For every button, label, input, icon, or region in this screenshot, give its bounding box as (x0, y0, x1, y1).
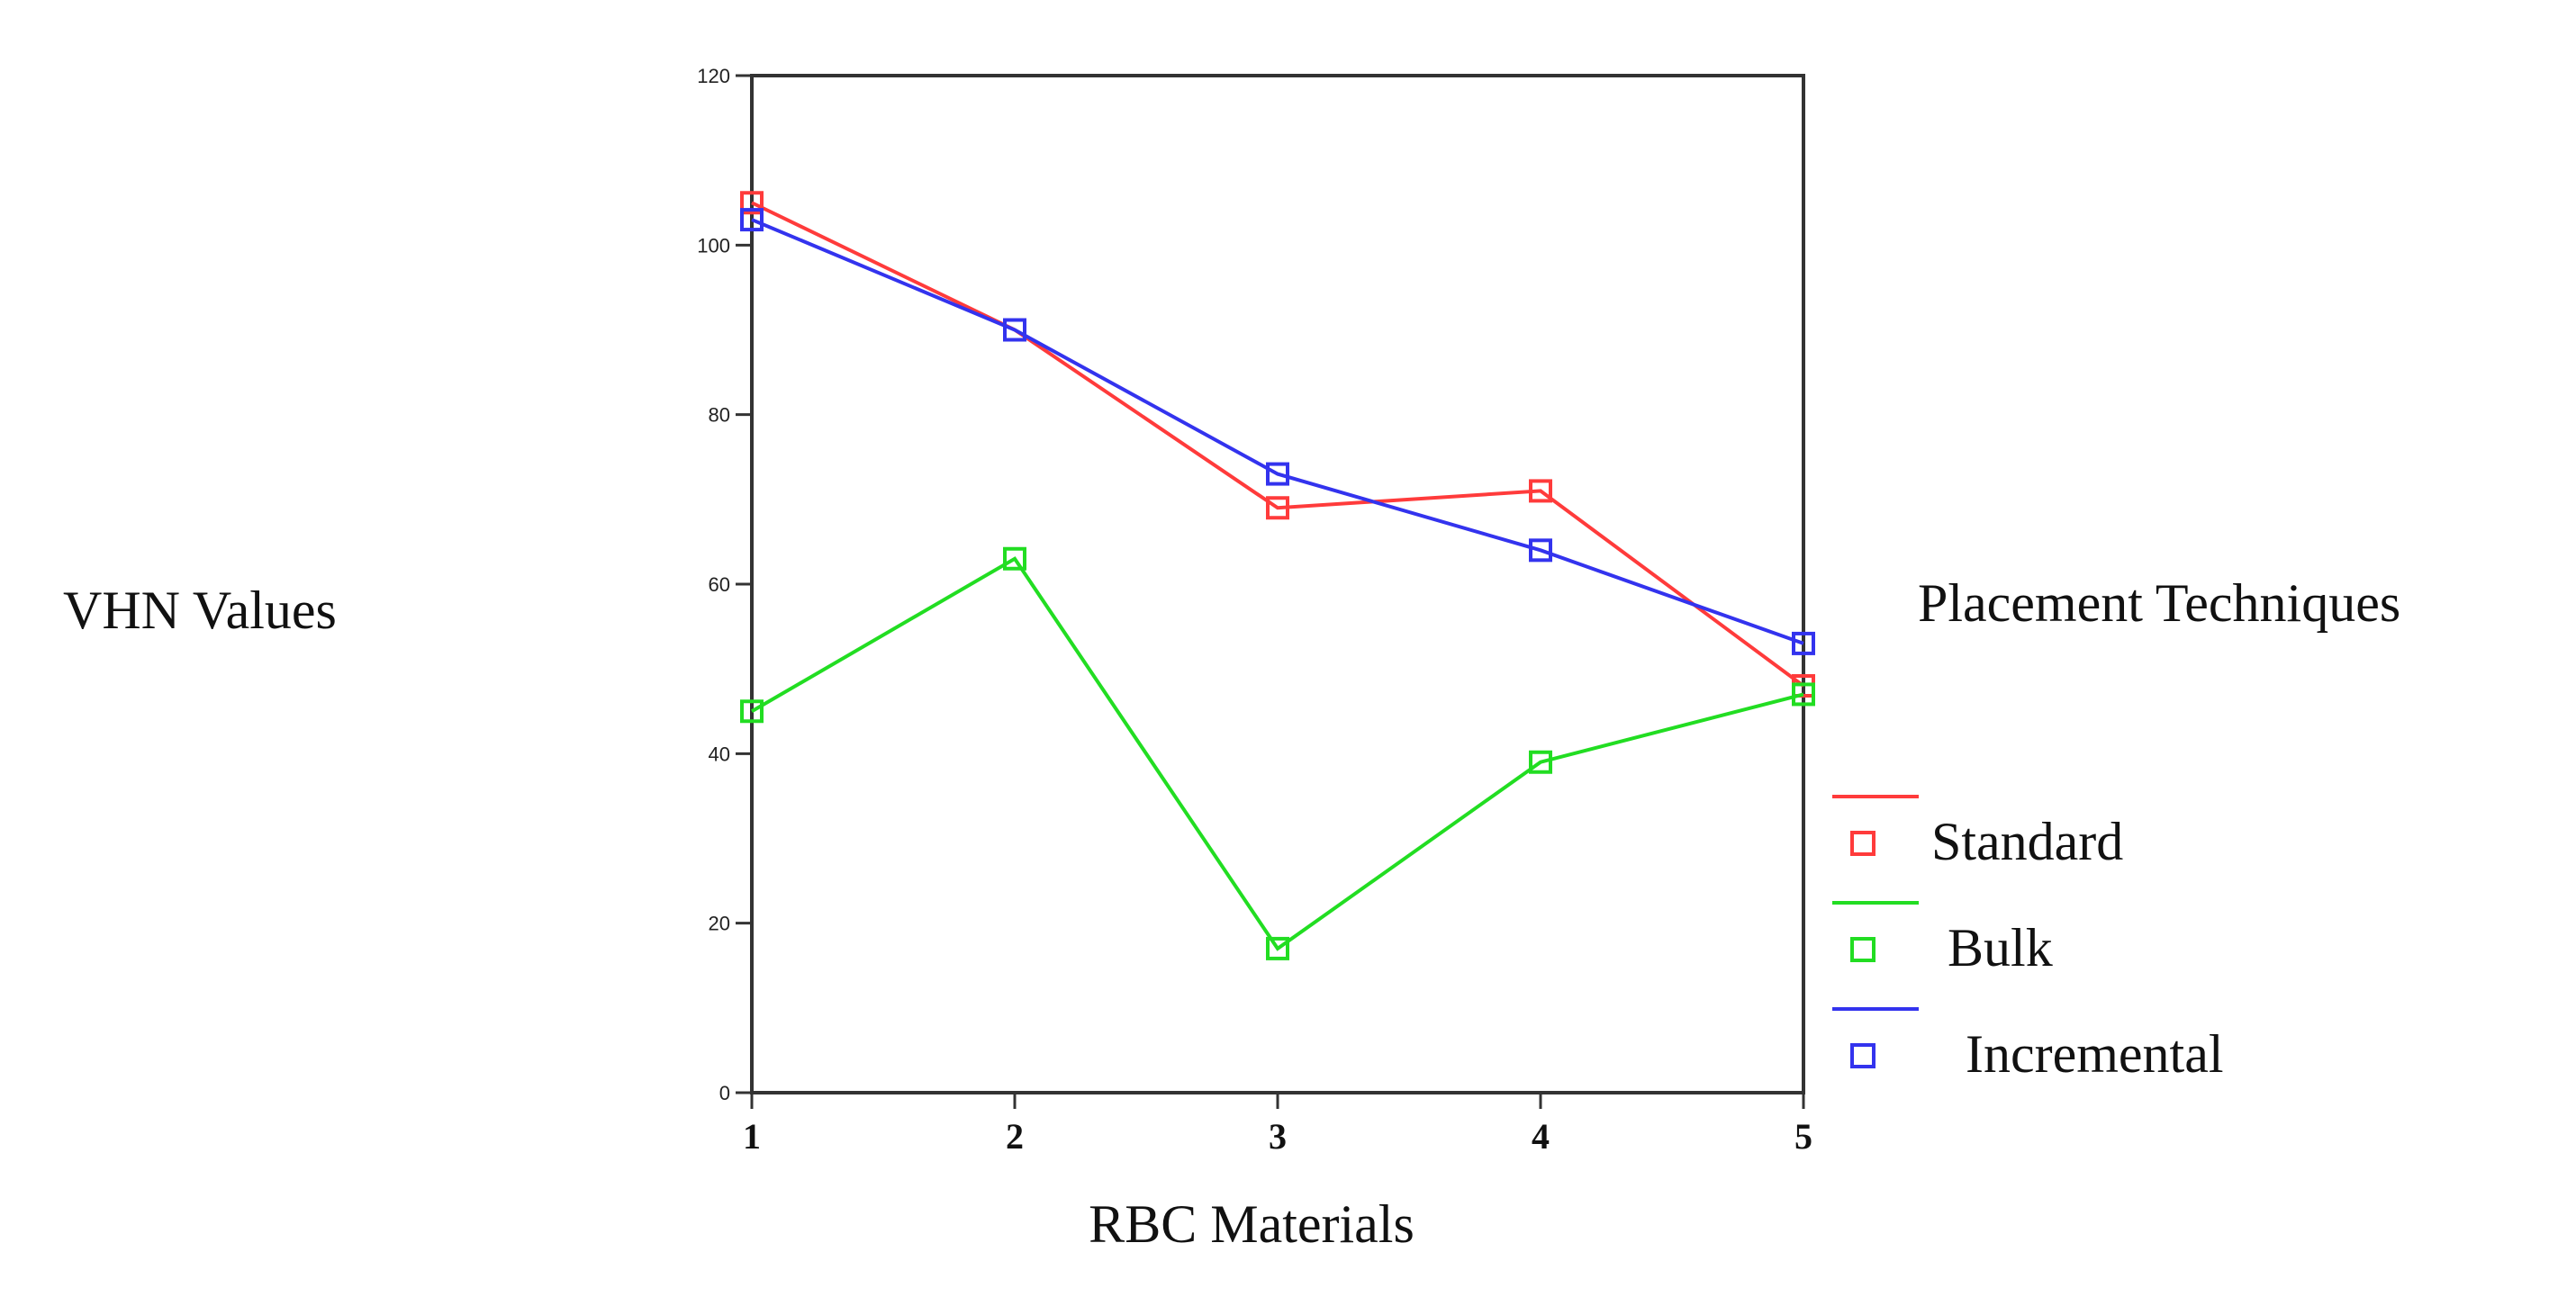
x-axis: 1 2 3 4 5 (743, 1093, 1812, 1157)
data-point-bulk (1792, 682, 1815, 707)
legend: Standard Bulk Incremental (1832, 795, 2224, 1084)
y-tick-label: 0 (719, 1082, 730, 1104)
data-point-standard (1529, 479, 1552, 503)
y-tick-label: 80 (709, 404, 730, 427)
data-point-incremental (1266, 462, 1289, 486)
series-incremental (740, 208, 1815, 655)
y-axis-title: VHN Values (63, 581, 337, 640)
series-line-standard (751, 201, 1805, 688)
series-bulk (740, 546, 1815, 960)
x-tick-label: 5 (1794, 1116, 1812, 1157)
legend-marker-bulk (1850, 937, 1876, 962)
data-point-bulk (740, 699, 764, 724)
x-tick-label: 3 (1269, 1116, 1287, 1157)
series-line-incremental (751, 218, 1804, 645)
y-tick-label: 60 (709, 573, 730, 596)
y-tick-label: 20 (709, 913, 730, 935)
y-axis: 0 20 40 60 80 100 120 (697, 65, 752, 1104)
data-point-standard (1266, 496, 1289, 520)
y-tick-label: 120 (697, 65, 730, 87)
legend-label-bulk: Bulk (1948, 918, 2053, 977)
data-point-incremental (1529, 538, 1552, 563)
series-layer (740, 191, 1815, 960)
x-tick-label: 2 (1006, 1116, 1024, 1157)
data-point-bulk (1529, 750, 1552, 774)
series-line-bulk (750, 556, 1804, 951)
y-tick-label: 100 (697, 234, 730, 257)
legend-marker-incremental (1850, 1043, 1876, 1068)
data-point-incremental (1003, 318, 1026, 342)
legend-item-incremental: Incremental (1832, 1007, 2224, 1084)
x-tick-label: 4 (1532, 1116, 1550, 1157)
legend-title: Placement Techniques (1918, 573, 2400, 633)
legend-label-standard: Standard (1931, 812, 2123, 871)
legend-item-standard: Standard (1832, 795, 2123, 871)
data-point-bulk (1003, 546, 1026, 571)
data-point-incremental (1792, 631, 1815, 655)
y-tick-label: 40 (709, 743, 730, 765)
data-point-standard (740, 191, 764, 215)
series-standard (740, 191, 1815, 698)
legend-marker-standard (1850, 831, 1876, 856)
data-point-bulk (1266, 936, 1289, 960)
x-tick-label: 1 (743, 1116, 761, 1157)
x-axis-title: RBC Materials (1089, 1194, 1415, 1254)
legend-item-bulk: Bulk (1832, 901, 2053, 977)
legend-label-incremental: Incremental (1966, 1024, 2224, 1084)
data-point-incremental (740, 208, 764, 232)
